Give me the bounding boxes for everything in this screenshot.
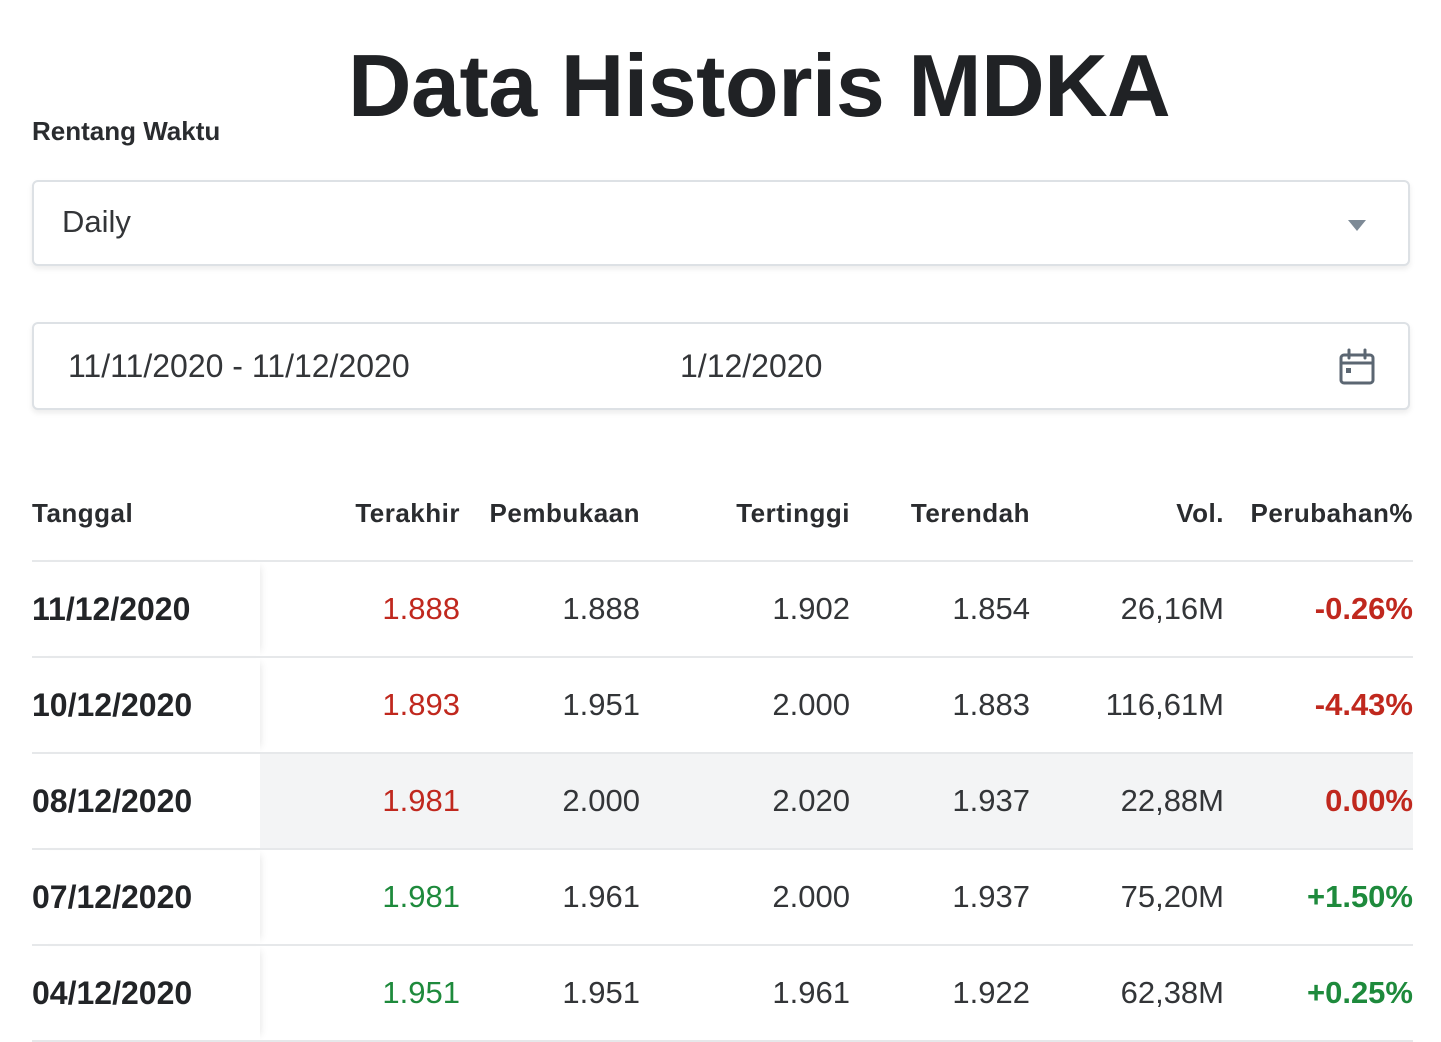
table-header-row: Tanggal Terakhir Pembukaan Tertinggi Ter… bbox=[32, 466, 1413, 562]
cell-high: 2.020 bbox=[640, 753, 850, 850]
cell-last: 1.981 bbox=[260, 849, 460, 946]
cell-last: 1.893 bbox=[260, 657, 460, 754]
cell-volume: 22,88M bbox=[1030, 753, 1224, 850]
column-header-high[interactable]: Tertinggi bbox=[640, 466, 850, 562]
cell-high: 1.902 bbox=[640, 561, 850, 658]
cell-low: 1.922 bbox=[850, 945, 1030, 1042]
cell-open: 2.000 bbox=[460, 753, 640, 850]
date-range-picker[interactable]: 11/11/2020 - 11/12/2020 1/12/2020 bbox=[32, 322, 1410, 410]
calendar-icon[interactable] bbox=[1338, 348, 1376, 386]
cell-change: +0.25% bbox=[1224, 945, 1413, 1042]
column-header-low[interactable]: Terendah bbox=[850, 466, 1030, 562]
column-header-change[interactable]: Perubahan% bbox=[1224, 466, 1413, 562]
cell-open: 1.961 bbox=[460, 849, 640, 946]
table-row: 11/12/2020 1.888 1.888 1.902 1.854 26,16… bbox=[32, 561, 1413, 658]
chevron-down-icon bbox=[1348, 220, 1366, 231]
cell-volume: 26,16M bbox=[1030, 561, 1224, 658]
cell-open: 1.951 bbox=[460, 945, 640, 1042]
table-row: 08/12/2020 1.981 2.000 2.020 1.937 22,88… bbox=[32, 753, 1413, 850]
column-header-volume[interactable]: Vol. bbox=[1030, 466, 1224, 562]
cell-last: 1.951 bbox=[260, 945, 460, 1042]
cell-high: 2.000 bbox=[640, 657, 850, 754]
timeframe-select[interactable]: Daily bbox=[32, 180, 1410, 266]
cell-open: 1.951 bbox=[460, 657, 640, 754]
cell-low: 1.883 bbox=[850, 657, 1030, 754]
cell-volume: 62,38M bbox=[1030, 945, 1224, 1042]
page-title: Data Historis MDKA bbox=[348, 36, 1171, 135]
column-header-open[interactable]: Pembukaan bbox=[460, 466, 640, 562]
cell-change: -0.26% bbox=[1224, 561, 1413, 658]
timeframe-label: Rentang Waktu bbox=[32, 116, 221, 146]
date-range-value: 11/11/2020 - 11/12/2020 bbox=[68, 348, 410, 384]
historical-data-table: Tanggal Terakhir Pembukaan Tertinggi Ter… bbox=[32, 466, 1413, 1042]
cell-high: 1.961 bbox=[640, 945, 850, 1042]
cell-date: 08/12/2020 bbox=[32, 753, 260, 850]
cell-volume: 75,20M bbox=[1030, 849, 1224, 946]
column-header-last[interactable]: Terakhir bbox=[260, 466, 460, 562]
cell-low: 1.937 bbox=[850, 753, 1030, 850]
cell-last: 1.981 bbox=[260, 753, 460, 850]
cell-low: 1.854 bbox=[850, 561, 1030, 658]
cell-date: 04/12/2020 bbox=[32, 945, 260, 1042]
cell-date: 10/12/2020 bbox=[32, 657, 260, 754]
cell-change: 0.00% bbox=[1224, 753, 1413, 850]
timeframe-selected-value: Daily bbox=[62, 204, 131, 239]
column-header-date[interactable]: Tanggal bbox=[32, 466, 260, 562]
cell-change: -4.43% bbox=[1224, 657, 1413, 754]
cell-change: +1.50% bbox=[1224, 849, 1413, 946]
cell-date: 11/12/2020 bbox=[32, 561, 260, 658]
cell-date: 07/12/2020 bbox=[32, 849, 260, 946]
cell-high: 2.000 bbox=[640, 849, 850, 946]
cell-open: 1.888 bbox=[460, 561, 640, 658]
cell-low: 1.937 bbox=[850, 849, 1030, 946]
cell-volume: 116,61M bbox=[1030, 657, 1224, 754]
date-extra-value: 1/12/2020 bbox=[680, 348, 823, 384]
table-row: 10/12/2020 1.893 1.951 2.000 1.883 116,6… bbox=[32, 657, 1413, 754]
table-row: 07/12/2020 1.981 1.961 2.000 1.937 75,20… bbox=[32, 849, 1413, 946]
table-row: 04/12/2020 1.951 1.951 1.961 1.922 62,38… bbox=[32, 945, 1413, 1042]
cell-last: 1.888 bbox=[260, 561, 460, 658]
